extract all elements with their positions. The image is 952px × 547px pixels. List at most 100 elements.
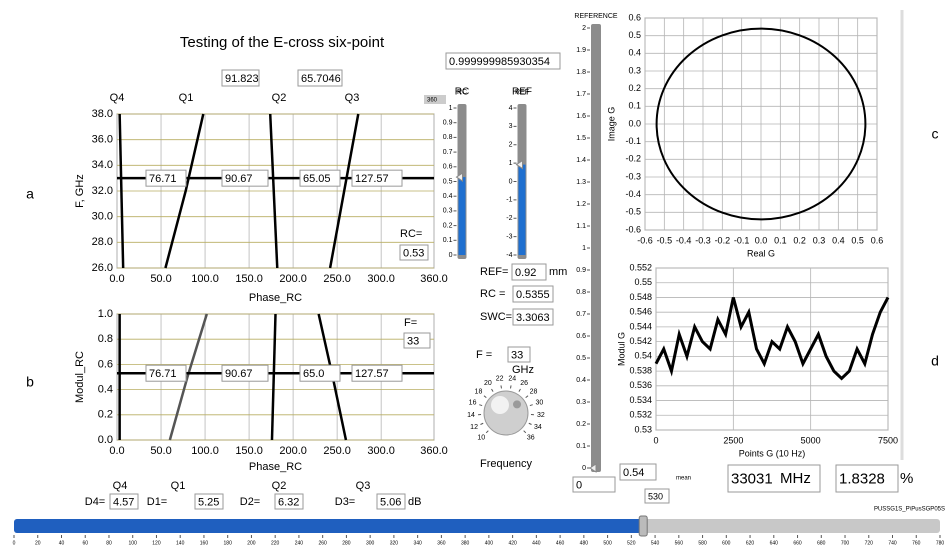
y-axis-label: Image G [606,107,616,142]
x-tick-label: 250.0 [323,273,351,285]
slider-fill [459,177,466,255]
slider-tick-label: 60 [82,540,88,546]
y-tick-label: 0.55 [634,277,652,287]
plot-area [656,268,888,430]
x-tick-label: 300.0 [367,273,395,285]
readout-value: 0.92 [515,267,536,279]
y-tick-label: 36.0 [92,134,113,146]
slider-tick-label: 0.8 [576,289,586,296]
x-tick-label: 5000 [801,435,821,445]
slider-tick-label: 0.5 [576,355,586,362]
slider-tick-label: 1.2 [576,201,586,208]
readout-label: RC = [480,288,505,300]
x-tick-label: 0.5 [851,235,864,245]
slider-tick-label: -1 [506,197,512,204]
slider-tick-label: 220 [271,540,280,546]
slider-tick-label: 620 [746,540,755,546]
y-tick-label: 0.53 [634,424,652,434]
numeric-control: 530 [648,491,663,501]
distance-label: D2= [240,496,261,508]
cursor-readout: 90.67 [225,368,253,380]
y-tick-label: 0.8 [98,333,113,345]
percent-unit: % [900,470,913,487]
slider-tick-label: 200 [247,540,256,546]
y-tick-label: 0.534 [629,395,652,405]
y-tick-label: 0.54 [634,351,652,361]
slider-tick-label: 1.7 [576,91,586,98]
y-tick-label: -0.1 [625,136,641,146]
quadrant-label: Q1 [171,480,186,492]
slider-tick-label: 580 [698,540,707,546]
y-tick-label: -0.2 [625,154,641,164]
slider-tick-label: 0.1 [576,443,586,450]
side-readout: 0.53 [403,247,424,259]
side-label: F= [404,317,417,329]
slider-tick-label: 40 [59,540,65,546]
x-tick-label: 360.0 [420,273,448,285]
slider-tick-label: 280 [342,540,351,546]
y-tick-label: -0.3 [625,171,641,181]
slider-tick-label: 740 [888,540,897,546]
slider-tick-label: 2 [582,25,586,32]
quadrant-label: Q4 [113,480,128,492]
y-tick-label: 0.546 [629,307,652,317]
knob-tick-label: 22 [496,375,504,382]
slider-tick-label: 100 [129,540,138,546]
panel-letter: d [931,353,939,369]
slider-tick-label: 240 [295,540,304,546]
knob[interactable] [484,391,528,435]
slider-title-main: RC [455,87,469,98]
x-tick-label: 0.6 [871,235,884,245]
slider-tick-label: 1.4 [576,157,586,164]
distance-label: D4= [85,496,106,508]
panel-letter: a [26,186,34,202]
x-tick-label: 250.0 [323,445,351,457]
knob-tick-label: 30 [536,399,544,406]
x-tick-label: 100.0 [191,445,219,457]
y-tick-label: -0.4 [625,189,641,199]
readout-value: 0.5355 [516,289,550,301]
y-tick-label: 0.536 [629,380,652,390]
x-tick-label: 0.2 [793,235,806,245]
slider-tick-label: 1 [509,160,513,167]
x-tick-label: 150.0 [235,273,263,285]
slider-track[interactable] [591,24,601,472]
quadrant-label: Q2 [272,480,287,492]
slider-tick-label: 540 [651,540,660,546]
knob-label: Frequency [480,458,532,470]
readout-value: 33 [511,349,523,361]
slider-tick-label: 20 [35,540,41,546]
x-axis-label: Points G (10 Hz) [739,448,806,458]
y-tick-label: 0.6 [628,12,641,22]
slider-thumb[interactable] [639,516,647,536]
y-tick-label: 0.548 [629,292,652,302]
legend-label: Q4 [110,92,125,104]
slider-tick-label: 1 [449,105,453,112]
slider-tick-label: 0.9 [443,120,453,127]
slider-tick-label: 680 [817,540,826,546]
knob-tick-label: 36 [527,435,535,442]
distance-unit: dB [408,496,421,508]
slider-tick-label: 3 [509,123,513,130]
slider-tick-label: 0 [509,178,513,185]
x-tick-label: -0.2 [715,235,731,245]
quadrant-label: Q3 [356,480,371,492]
slider-tick-label: 320 [390,540,399,546]
slider-tick-label: 560 [675,540,684,546]
frequency-unit: MHz [780,470,811,487]
readout-label: SWC= [480,311,512,323]
y-tick-label: 0.4 [628,48,641,58]
x-axis-label: Phase_RC [249,461,302,473]
knob-tick-label: 34 [534,424,542,431]
distance-label: D1= [147,496,168,508]
slider-tick-label: 140 [176,540,185,546]
x-tick-label: 360.0 [420,445,448,457]
y-tick-label: 0.538 [629,365,652,375]
slider-tick-label: -3 [506,233,512,240]
slider-tick-label: 300 [366,540,375,546]
slider-tick-label: 640 [770,540,779,546]
slider-fill [519,165,526,255]
x-tick-label: 300.0 [367,445,395,457]
distance-value: 6.32 [278,496,299,508]
slider-tick-label: -4 [506,252,512,259]
